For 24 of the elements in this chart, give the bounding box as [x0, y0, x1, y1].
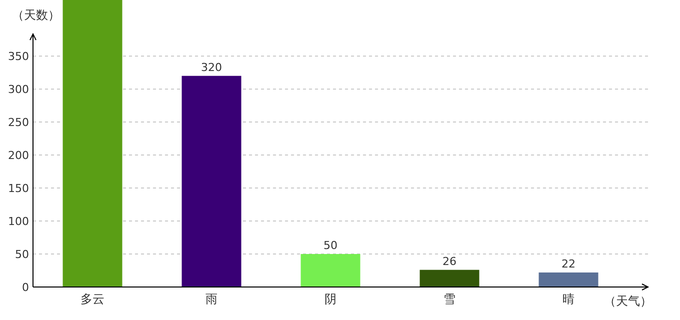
y-tick-label: 50 [15, 248, 29, 262]
y-tick-label: 150 [8, 182, 29, 196]
bar [182, 76, 242, 287]
y-tick-label: 0 [22, 281, 29, 294]
bar [538, 272, 598, 287]
x-axis-title: （天气） [604, 294, 652, 308]
x-tick-label: 雪 [444, 292, 456, 306]
data-label: 320 [201, 60, 222, 74]
data-label: 22 [562, 257, 576, 270]
y-tick-label: 300 [8, 83, 29, 96]
data-label: 50 [324, 239, 338, 252]
x-tick-label: 多云 [80, 292, 104, 306]
bar [300, 254, 360, 287]
y-tick-label: 200 [8, 149, 29, 162]
y-tick-label: 100 [8, 215, 29, 228]
bar [62, 0, 122, 287]
x-tick-label: 阴 [324, 292, 336, 306]
y-tick-label: 250 [8, 116, 29, 130]
y-axis-title: （天数） [12, 8, 60, 22]
data-label: 26 [442, 254, 456, 268]
y-tick-label: 350 [8, 50, 29, 64]
x-tick-label: 晴 [562, 292, 574, 306]
bar [420, 270, 480, 287]
x-tick-label: 雨 [206, 292, 218, 306]
